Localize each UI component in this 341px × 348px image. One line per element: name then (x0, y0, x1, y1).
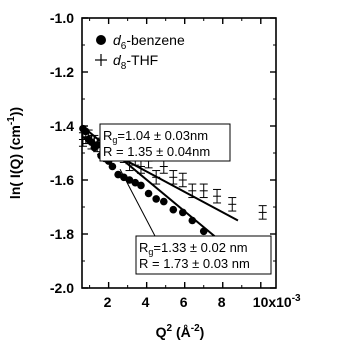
data-point-benzene (144, 189, 153, 198)
legend-marker-thf (95, 54, 107, 66)
data-point-thf (152, 170, 161, 185)
y-tick-label: -1.6 (50, 172, 74, 188)
data-point-thf (136, 159, 145, 174)
data-point-thf (258, 205, 267, 220)
x-tick-label: 10x10-3 (253, 293, 301, 310)
data-point-benzene (199, 227, 208, 236)
x-axis-title: Q2 (Å-2) (156, 323, 205, 340)
y-tick-label: -1.2 (50, 64, 74, 80)
data-point-benzene (169, 205, 178, 214)
x-tick-label: 8 (218, 294, 226, 310)
legend-marker-benzene (96, 35, 106, 45)
data-point-benzene (137, 181, 145, 190)
annotation-benzene-line2: R = 1.73 ± 0.03 nm (139, 256, 250, 271)
y-axis-ticks: -2.0 -1.8 -1.6 -1.4 -1.2 -1.0 (50, 10, 276, 296)
y-axis-title: ln( I(Q) (cm-1)) (6, 107, 23, 199)
annotation-benzene-line1: Rg=1.33 ± 0.02 nm (139, 240, 248, 257)
data-point-benzene (114, 170, 122, 179)
data-point-thf (188, 183, 197, 199)
data-point-thf (228, 197, 237, 212)
data-point-benzene (152, 195, 160, 203)
data-point-thf (169, 170, 178, 185)
data-point-thf (159, 159, 168, 174)
annotation-thf-line2: R = 1.35 ± 0.04nm (103, 144, 210, 159)
y-tick-label: -1.0 (50, 10, 74, 26)
data-point-benzene (125, 176, 134, 184)
annotation-thf-box (99, 123, 231, 162)
legend: d6-benzene d8-THF (95, 32, 185, 72)
annotation-thf-fit: Rg=1.04 ± 0.03nm R = 1.35 ± 0.04nm (99, 123, 231, 162)
annotation-benzene-pointer (119, 168, 156, 237)
annotation-benzene-fit: Rg=1.33 ± 0.02 nm R = 1.73 ± 0.03 nm (119, 168, 272, 275)
data-point-benzene (131, 178, 140, 187)
data-point-benzene (159, 197, 168, 206)
data-point-thf (178, 172, 187, 188)
x-tick-label: 6 (180, 294, 188, 310)
data-point-benzene (108, 162, 117, 171)
data-point-benzene (179, 208, 187, 217)
x-tick-label: 4 (142, 294, 150, 310)
y-tick-label: -1.4 (50, 118, 74, 134)
data-point-thf (199, 183, 208, 199)
x-tick-label: 2 (104, 294, 112, 310)
annotation-benzene-box (135, 235, 272, 275)
annotation-thf-line1: Rg=1.04 ± 0.03nm (103, 128, 208, 145)
legend-label-thf: d8-THF (113, 52, 158, 72)
y-tick-label: -2.0 (50, 280, 74, 296)
data-point-thf (213, 188, 222, 204)
data-point-benzene (188, 216, 197, 225)
legend-label-benzene: d6-benzene (113, 32, 185, 52)
x-axis-ticks: 2 4 6 8 10x10-3 (89, 18, 301, 310)
y-tick-label: -1.8 (50, 226, 74, 242)
